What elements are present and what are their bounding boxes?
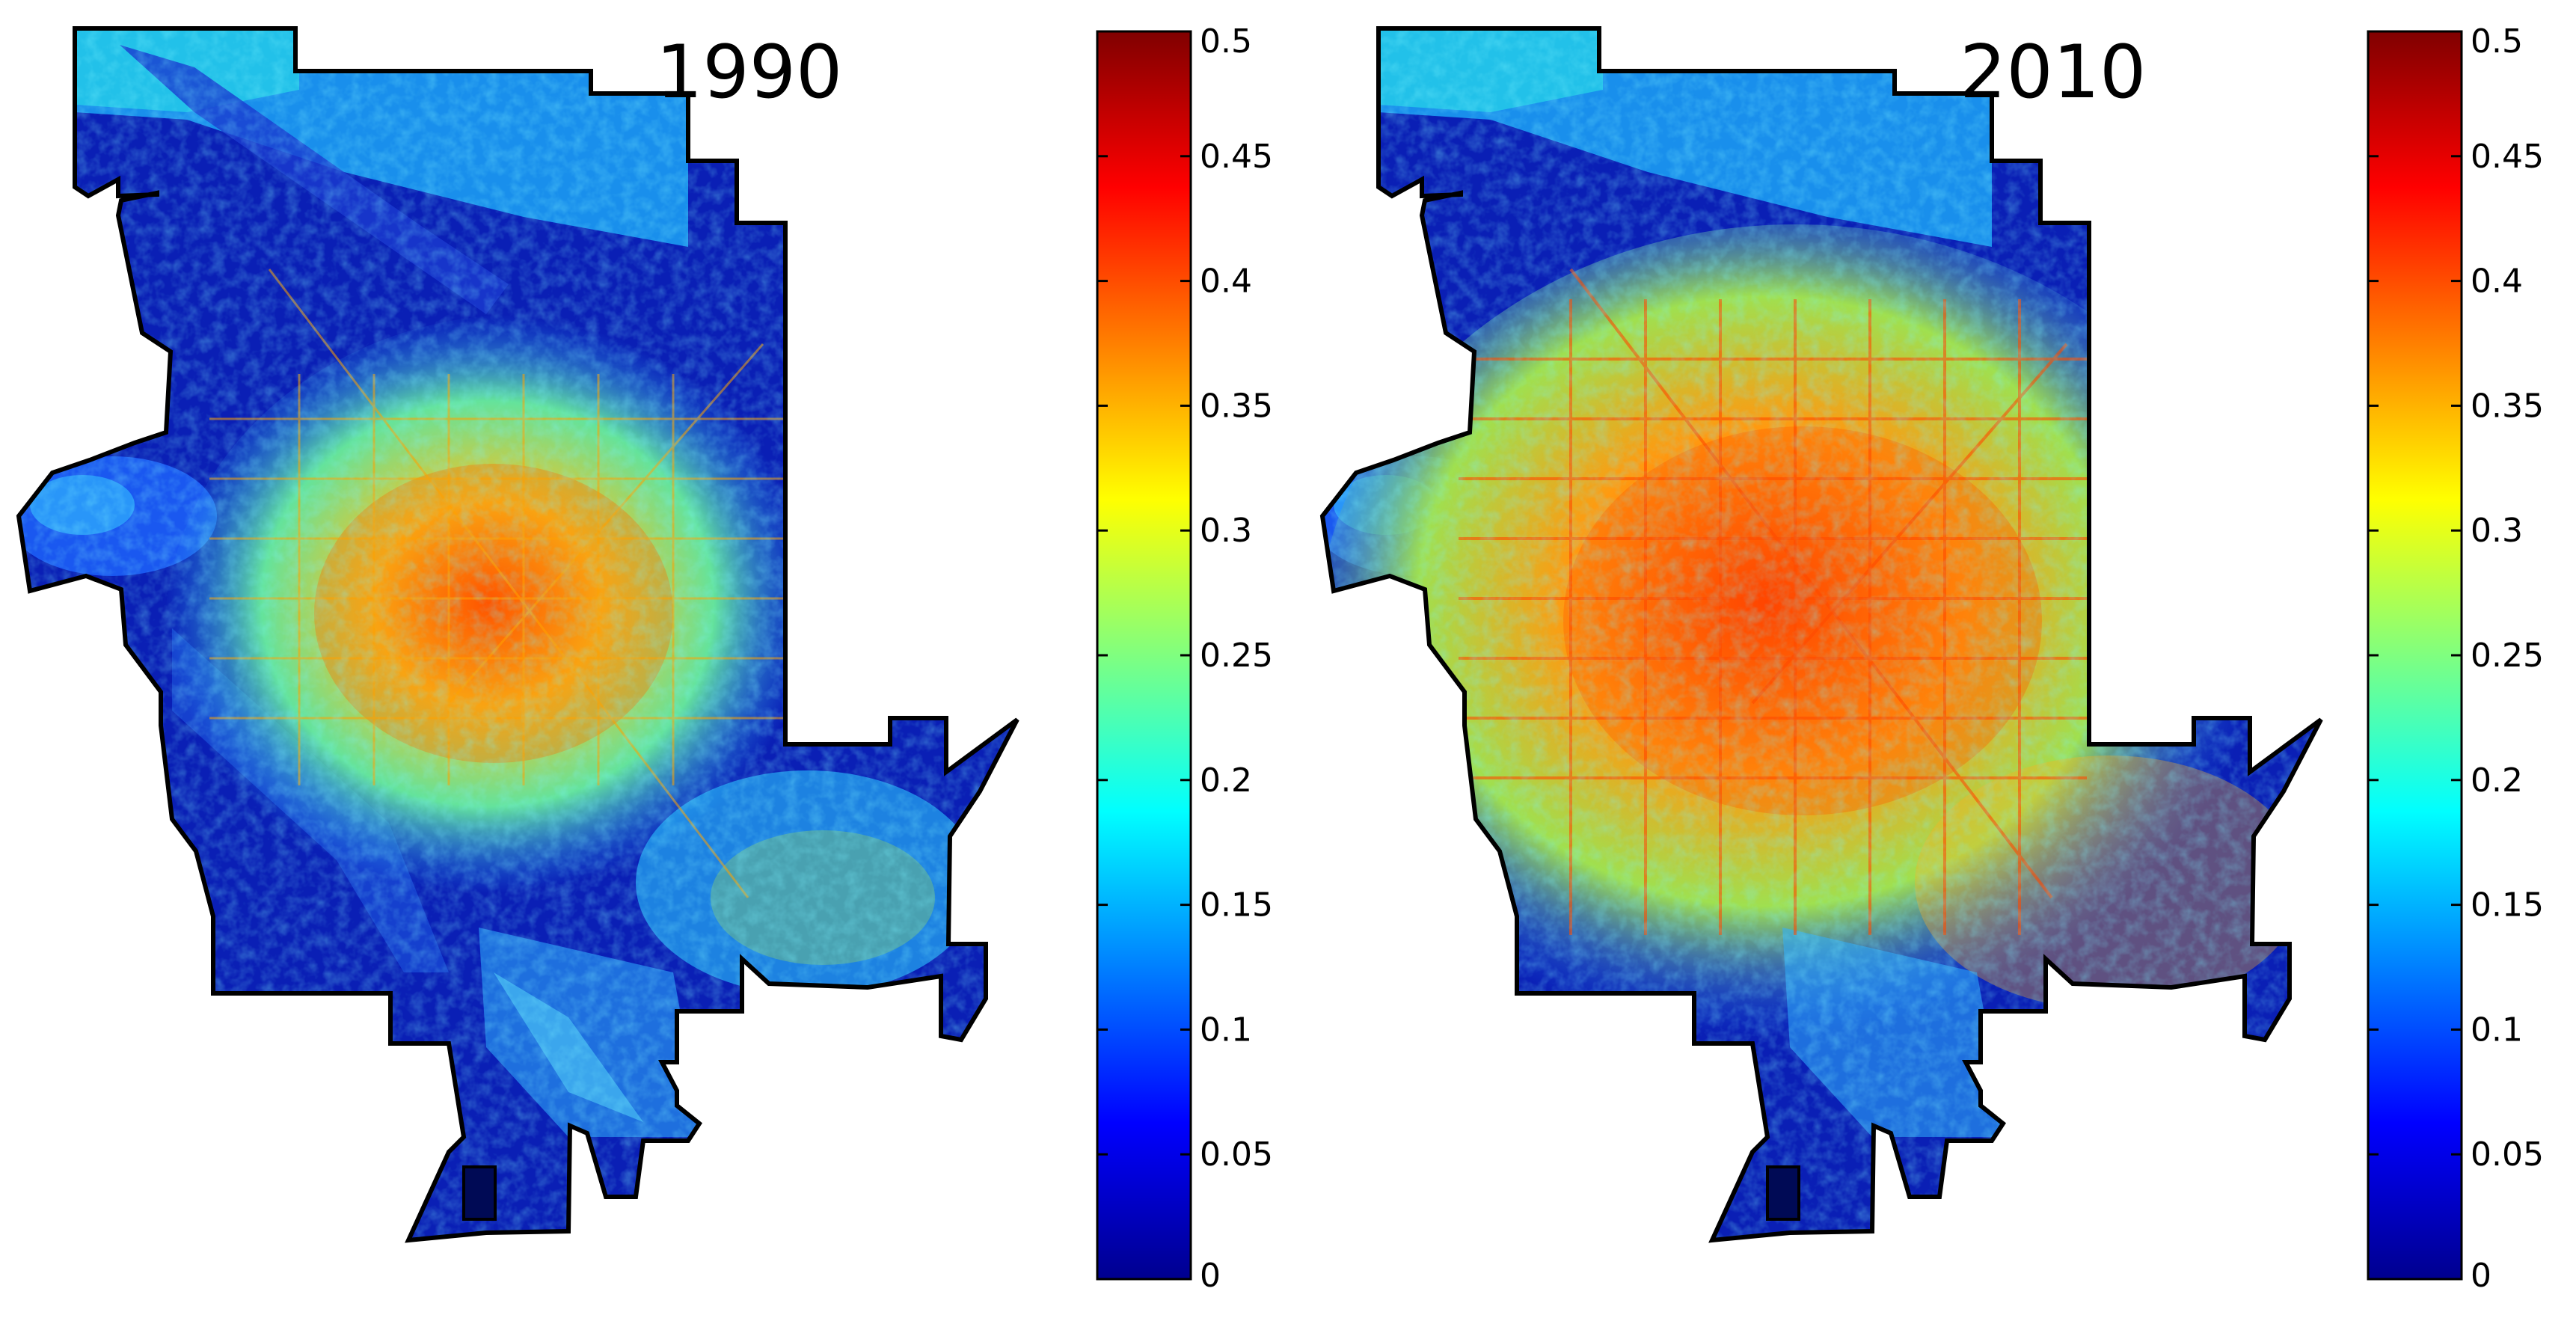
colorbar-tick-label: 0.3 xyxy=(2471,512,2523,550)
colorbar-tick-label: 0.1 xyxy=(2471,1011,2523,1049)
colorbar-tick-label: 0.45 xyxy=(1200,138,1273,176)
colorbar-gradient xyxy=(2367,30,2463,1281)
colorbar-tick-label: 0.1 xyxy=(1200,1011,1252,1049)
colorbar-tick-label: 0.05 xyxy=(1200,1135,1273,1174)
colorbar-tick-label: 0.25 xyxy=(1200,637,1273,675)
colorbar-ticks: 0.5 0.45 0.4 0.35 0.3 0.25 0.2 0.15 0.1 0.05 0 xyxy=(2368,22,2544,1295)
boundary-inset-1990 xyxy=(462,1165,497,1221)
panel-title-1990: 1990 xyxy=(656,30,842,115)
colorbar-tick-label: 0.2 xyxy=(2471,761,2523,800)
city-map-1990 xyxy=(19,28,1017,1240)
colorbar-tick-label: 0.35 xyxy=(2471,387,2544,425)
map-panel-2010: 2010 0.5 0.45 0.4 0.35 0.3 0.25 0.2 0.15 0.1 0.05… xyxy=(1304,22,2544,1295)
city-map-2010 xyxy=(1322,28,2321,1240)
boundary-inset-2010 xyxy=(1766,1165,1800,1221)
colorbar-tick-label: 0 xyxy=(1200,1257,1221,1295)
colorbar-tick-label: 0.25 xyxy=(2471,637,2544,675)
map-panel-1990: 1990 0.5 0.45 0.4 0.35 0.3 0.25 0.2 0.15 0.1 0.05… xyxy=(0,22,1273,1295)
colorbar-tick-label: 0.15 xyxy=(2471,886,2544,925)
colorbar-tick-label: 0.15 xyxy=(1200,886,1273,925)
colorbar-tick-label: 0.05 xyxy=(2471,1135,2544,1174)
colorbar-2010: 0.5 0.45 0.4 0.35 0.3 0.25 0.2 0.15 0.1 0.05 0 xyxy=(2367,22,2544,1295)
colorbar-gradient xyxy=(1096,30,1192,1281)
colorbar-1990: 0.5 0.45 0.4 0.35 0.3 0.25 0.2 0.15 0.1 0.05 0 xyxy=(1096,22,1273,1295)
colorbar-tick-label: 0.45 xyxy=(2471,138,2544,176)
panel-title-2010: 2010 xyxy=(1960,30,2146,115)
colorbar-tick-label: 0.2 xyxy=(1200,761,1252,800)
colorbar-tick-label: 0.3 xyxy=(1200,512,1252,550)
colorbar-tick-label: 0.5 xyxy=(1200,22,1252,61)
colorbar-tick-label: 0.4 xyxy=(2471,263,2523,301)
colorbar-tick-label: 0.5 xyxy=(2471,22,2523,61)
colorbar-tick-label: 0.35 xyxy=(1200,387,1273,425)
colorbar-tick-label: 0 xyxy=(2471,1257,2491,1295)
colorbar-ticks: 0.5 0.45 0.4 0.35 0.3 0.25 0.2 0.15 0.1 0.05 0 xyxy=(1097,22,1273,1295)
colorbar-tick-label: 0.4 xyxy=(1200,263,1252,301)
